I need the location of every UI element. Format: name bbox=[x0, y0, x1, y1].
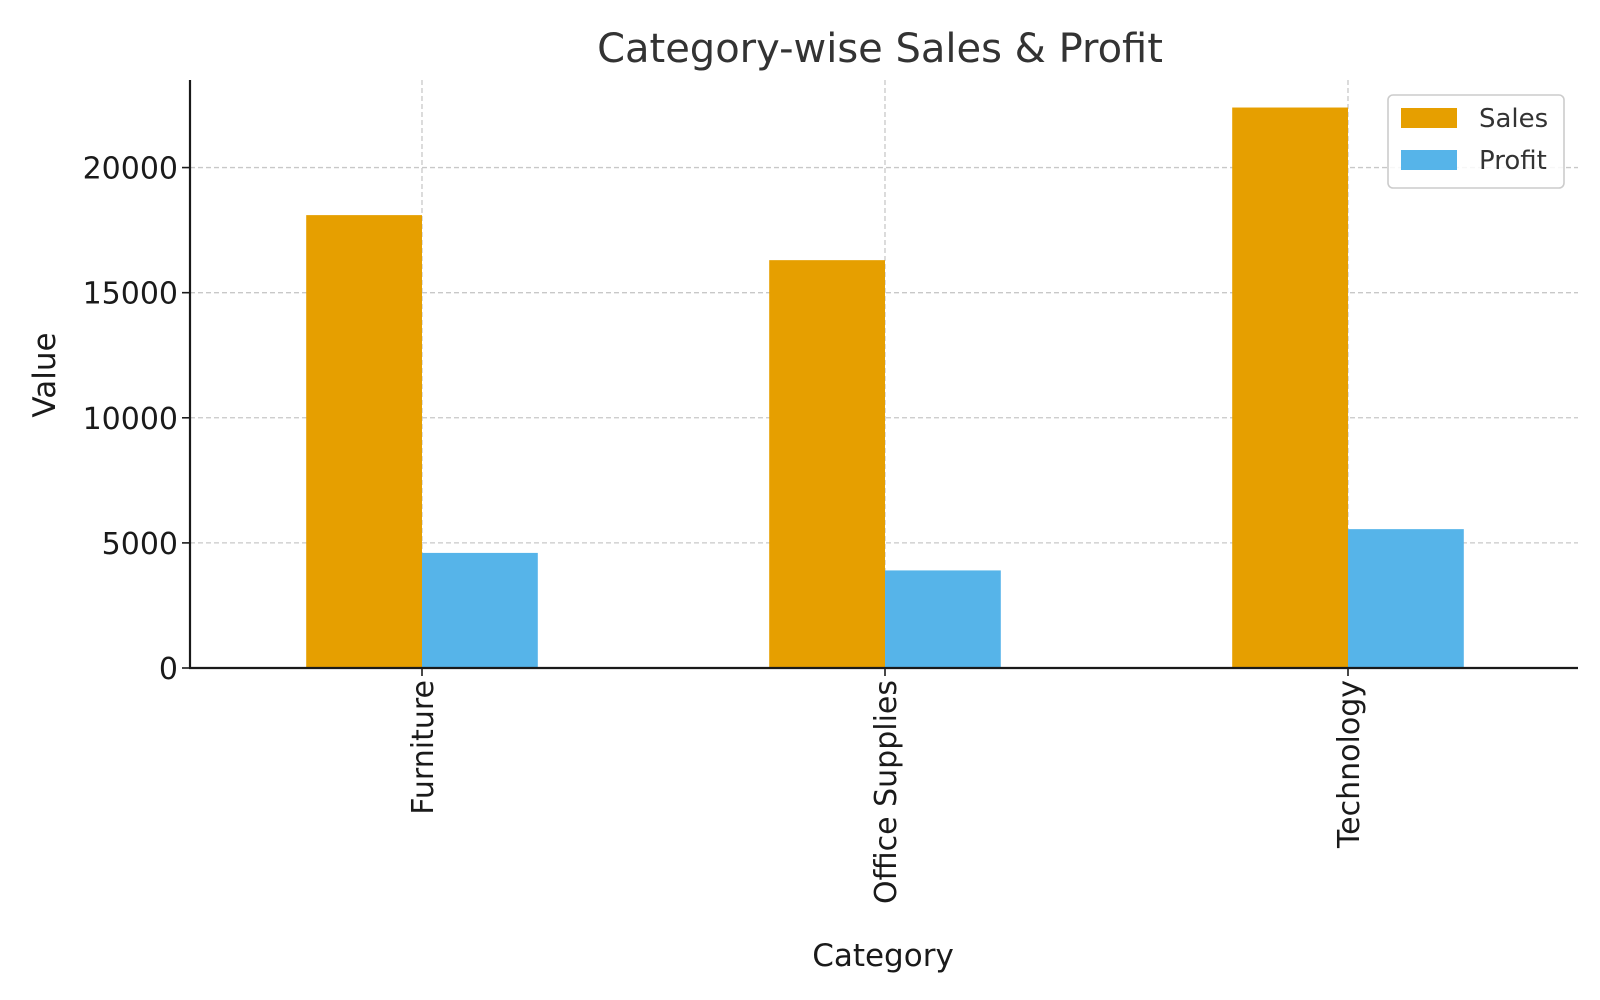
bars bbox=[306, 107, 1464, 668]
y-axis-label: Value bbox=[27, 332, 63, 417]
legend-swatch-profit bbox=[1401, 150, 1457, 170]
bar-sales-furniture bbox=[306, 215, 422, 668]
x-axis-label: Category bbox=[812, 938, 954, 974]
bar-profit-furniture bbox=[422, 552, 538, 668]
legend-label-profit: Profit bbox=[1479, 146, 1547, 176]
bar-sales-technology bbox=[1232, 107, 1348, 668]
y-tick-label-5000: 5000 bbox=[102, 527, 178, 562]
y-tick-label-10000: 10000 bbox=[83, 402, 178, 437]
y-tick-label-20000: 20000 bbox=[83, 152, 178, 187]
x-ticks: Furniture Office Supplies Technology bbox=[406, 668, 1367, 904]
legend-label-sales: Sales bbox=[1479, 104, 1548, 134]
x-tick-label-2: Technology bbox=[1332, 680, 1367, 849]
legend-swatch-sales bbox=[1401, 108, 1457, 128]
chart-title: Category-wise Sales & Profit bbox=[597, 26, 1163, 72]
y-tick-label-0: 0 bbox=[159, 652, 178, 687]
legend: Sales Profit bbox=[1387, 94, 1565, 189]
y-tick-label-15000: 15000 bbox=[83, 277, 178, 312]
bar-profit-technology bbox=[1348, 529, 1464, 668]
bar-sales-office-supplies bbox=[769, 260, 885, 668]
x-tick-label-0: Furniture bbox=[406, 680, 441, 815]
x-tick-label-1: Office Supplies bbox=[869, 680, 904, 904]
bar-profit-office-supplies bbox=[885, 570, 1001, 668]
y-ticks: 0 5000 10000 15000 20000 bbox=[83, 152, 190, 687]
axes bbox=[188, 80, 1578, 670]
